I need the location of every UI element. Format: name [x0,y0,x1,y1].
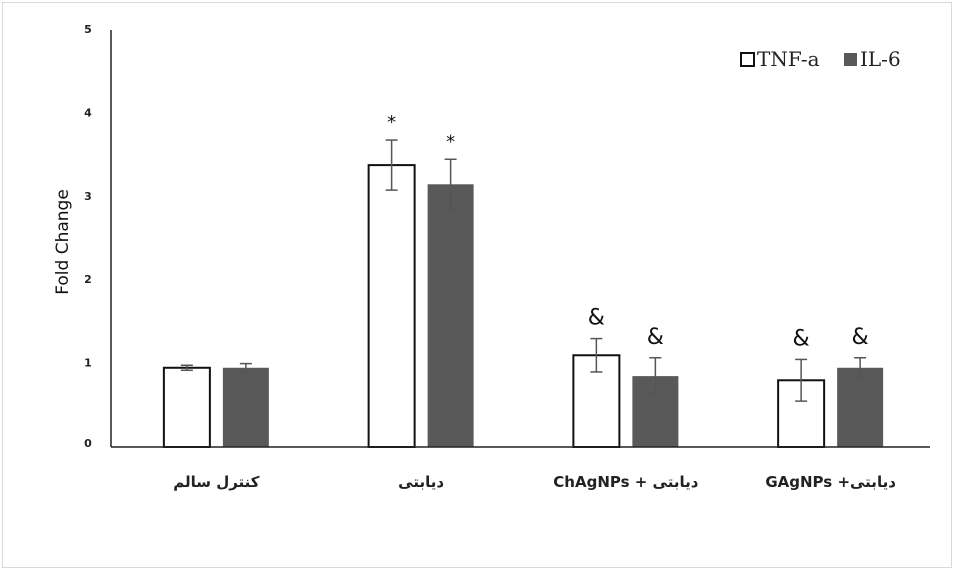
bar-il-6-3 [837,367,884,447]
x-category-label: دیابتی+ GAgNPs [765,473,896,491]
y-axis-label: Fold Change [53,189,73,295]
legend-swatch-il-6 [844,53,857,66]
y-tick-label: 2 [84,273,92,286]
bar-il-6-0 [222,367,269,447]
significance-mark: & [647,325,664,350]
bars [162,164,884,449]
error-bars [180,139,867,402]
significance-mark: * [446,131,455,152]
bar-tnf-a-1 [367,164,416,448]
legend-label-il-6: IL-6 [860,47,901,71]
x-category-label: دیابتی [398,473,444,491]
significance-marks: * * & & & & [387,112,869,351]
y-tick-label: 5 [84,23,92,36]
significance-mark: & [588,306,605,331]
bar-tnf-a-0 [162,366,211,448]
legend-swatch-tnf-a [740,52,755,67]
bar-il-6-1 [427,184,474,448]
x-category-label: کنترل سالم [173,473,260,491]
y-tick-label: 0 [84,437,92,450]
y-tick-label: 4 [84,106,92,119]
x-category-labels: کنترل سالم دیابتی دیابتی + ChAgNPs دیابتی+ … [173,473,896,491]
significance-mark: * [387,112,396,133]
y-tick-label: 3 [84,190,92,203]
y-ticks: 0 1 2 3 4 5 [84,23,92,450]
significance-mark: & [793,326,810,351]
significance-mark: & [852,325,869,350]
legend: TNF-a IL-6 [740,47,901,71]
x-category-label: دیابتی + ChAgNPs [553,473,698,491]
legend-label-tnf-a: TNF-a [757,47,820,71]
y-tick-label: 1 [84,357,92,370]
